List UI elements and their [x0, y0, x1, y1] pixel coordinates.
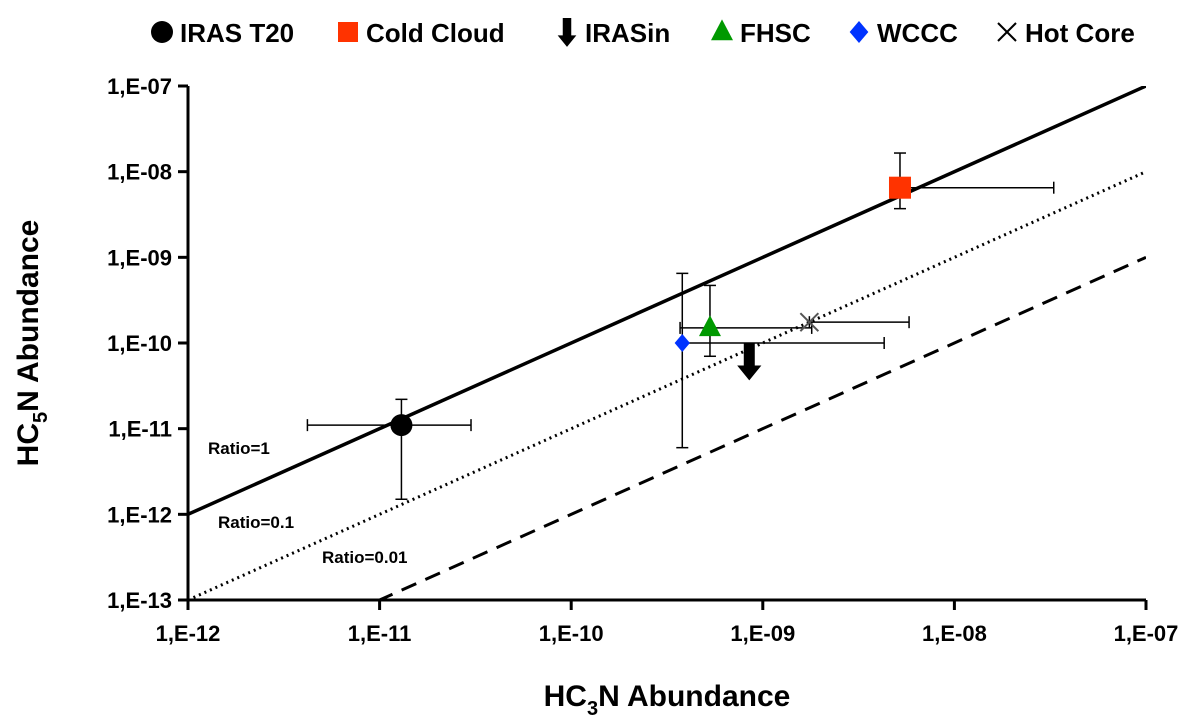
x-axis-ticks: 1,E-12 1,E-11 1,E-10 1,E-09 1,E-08 1,E-07	[156, 600, 1179, 646]
reference-line-ratio-1	[188, 86, 1146, 516]
reference-line-labels: Ratio=1 Ratio=0.1 Ratio=0.01	[208, 439, 408, 567]
legend-irasin-marker	[557, 18, 577, 47]
legend-wccc: WCCC	[849, 18, 958, 48]
x-tick-label-1: 1,E-11	[348, 621, 412, 646]
y-axis-ticks: 1,E-13 1,E-12 1,E-11 1,E-10 1,E-09 1,E-08 1,E-…	[107, 74, 188, 613]
point-iras-t20-marker	[390, 414, 413, 437]
y-tick-label-0: 1,E-13	[107, 588, 172, 613]
legend-cold-cloud: Cold Cloud	[338, 18, 505, 48]
data-points	[306, 152, 1055, 500]
legend-fhsc-label: FHSC	[740, 18, 811, 48]
legend-cold-cloud-marker	[338, 22, 358, 42]
legend-hot-core: Hot Core	[997, 18, 1135, 48]
legend-irasin: IRASin	[557, 18, 670, 48]
axes	[186, 86, 1146, 602]
point-irasin	[737, 343, 762, 381]
point-fhsc-marker	[698, 315, 721, 337]
x-tick-label-4: 1,E-08	[922, 621, 987, 646]
point-irasin-marker	[737, 343, 762, 381]
point-hot-core	[799, 312, 910, 332]
reference-label-ratio-0-01: Ratio=0.01	[322, 548, 408, 567]
point-wccc	[674, 272, 885, 449]
x-tick-label-5: 1,E-07	[1114, 621, 1179, 646]
point-hot-core-marker-stroke-b	[799, 312, 820, 332]
y-axis-title: HC5N Abundance	[12, 220, 52, 467]
reference-line-ratio-0-1	[188, 170, 1146, 600]
x-tick-label-0: 1,E-12	[156, 621, 221, 646]
point-wccc-marker	[674, 334, 690, 352]
legend-wccc-marker	[849, 21, 869, 43]
y-tick-label-5: 1,E-08	[107, 160, 172, 185]
legend-cold-cloud-label: Cold Cloud	[366, 18, 505, 48]
legend-iras-t20-marker	[151, 21, 173, 43]
y-tick-label-1: 1,E-12	[107, 502, 172, 527]
legend-fhsc: FHSC	[711, 18, 811, 48]
point-cold-cloud	[888, 152, 1055, 210]
legend-hot-core-marker-stroke-b	[997, 22, 1017, 42]
legend-iras-t20: IRAS T20	[151, 18, 294, 48]
y-tick-label-3: 1,E-10	[107, 331, 172, 356]
legend-hot-core-marker	[997, 22, 1017, 42]
legend-irasin-label: IRASin	[585, 18, 670, 48]
legend-wccc-label: WCCC	[877, 18, 958, 48]
point-cold-cloud-marker	[888, 176, 911, 199]
legend-fhsc-marker	[711, 19, 733, 41]
point-iras-t20	[306, 398, 472, 500]
y-tick-label-4: 1,E-09	[107, 245, 172, 270]
y-tick-label-6: 1,E-07	[107, 74, 172, 99]
reference-line-ratio-0-01	[375, 255, 1146, 600]
y-tick-label-2: 1,E-11	[108, 417, 172, 442]
x-axis-title: HC3N Abundance	[544, 680, 791, 720]
legend-iras-t20-label: IRAS T20	[180, 18, 294, 48]
point-fhsc	[679, 284, 813, 358]
reference-label-ratio-1: Ratio=1	[208, 439, 270, 458]
legend-hot-core-label: Hot Core	[1025, 18, 1135, 48]
x-tick-label-3: 1,E-09	[730, 621, 795, 646]
reference-label-ratio-0-1: Ratio=0.1	[218, 513, 294, 532]
legend: IRAS T20 Cold Cloud IRASin FHSC WCCC Hot Core	[151, 18, 1135, 48]
point-hot-core-marker	[799, 312, 820, 332]
reference-lines	[188, 86, 1146, 600]
x-tick-label-2: 1,E-10	[539, 621, 604, 646]
